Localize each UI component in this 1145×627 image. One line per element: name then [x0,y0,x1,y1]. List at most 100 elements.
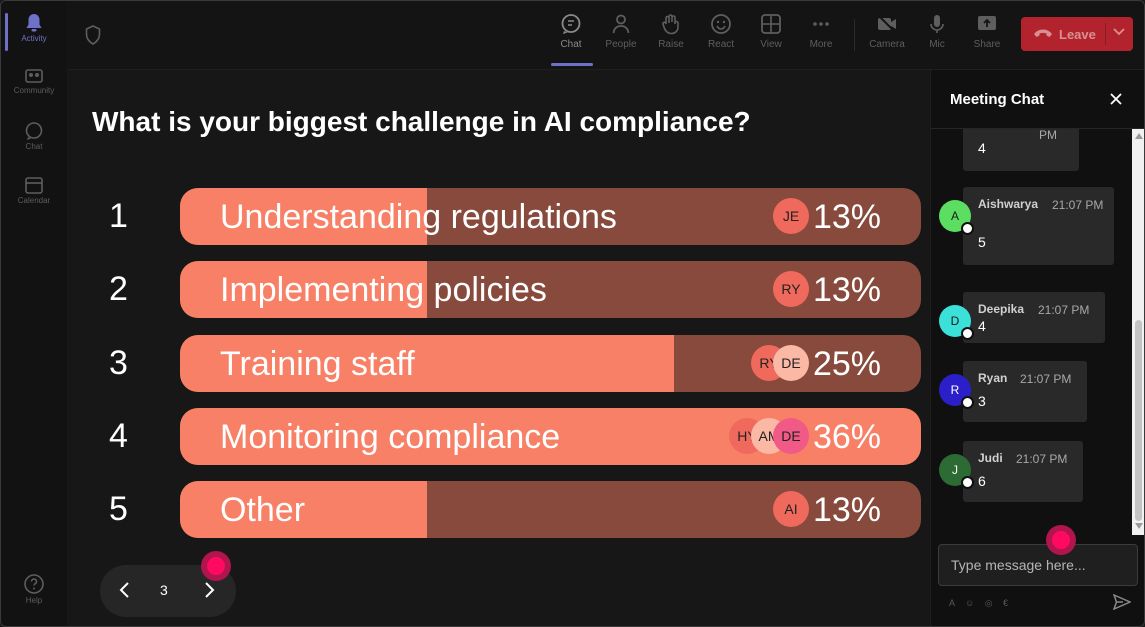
rail-item-chat[interactable]: Chat [1,121,67,151]
active-indicator [5,13,8,51]
chat-title: Meeting Chat [950,91,1045,108]
user-avatar: J [939,454,974,489]
presence-status-dot [961,396,974,409]
smile-icon [711,14,731,34]
poll-bar-fill [180,188,427,245]
chat-compose-box[interactable] [938,544,1138,586]
pointer-highlight-dot [1046,525,1076,555]
message-timestamp: 21:07 PM [1052,198,1104,212]
poll-option-bar[interactable]: Implementing policies RY 13% [180,261,921,318]
poll-option-bar[interactable]: Training staff RY DE 25% [180,335,921,392]
toolbar-react-button[interactable]: React [699,13,743,50]
leave-label: Leave [1059,27,1096,42]
rail-item-help[interactable]: Help [1,573,67,605]
toolbar-view-button[interactable]: View [749,13,793,50]
help-icon [24,574,44,594]
toolbar-separator [854,19,855,51]
poll-results-panel: What is your biggest challenge in AI com… [67,70,929,626]
grid-view-icon [761,14,781,34]
toolbar-share-button[interactable]: Share [965,13,1009,50]
pointer-highlight-dot [201,551,231,581]
voter-avatar: DE [773,345,809,381]
toolbar-mic-button[interactable]: Mic [915,13,959,50]
presence-status-dot [961,327,974,340]
chat-message[interactable]: Aishwarya 21:07 PM 5 [963,187,1114,265]
rail-label: Help [25,596,43,605]
toolbar-label: Chat [560,39,582,50]
user-avatar: D [939,305,974,340]
message-timestamp: 21:07 PM [1038,303,1090,317]
chevron-down-icon[interactable] [1113,28,1125,36]
close-icon[interactable] [1109,92,1123,106]
rail-label: Activity [21,34,47,43]
poll-option-bar[interactable]: Other AI 13% [180,481,921,538]
chat-message[interactable]: Judi 21:07 PM 6 [963,441,1083,502]
toolbar-label: More [809,39,833,50]
chat-divider [931,128,1144,129]
toolbar-raise-button[interactable]: Raise [649,13,693,50]
chevron-right-icon[interactable] [202,580,216,600]
rail-label: Calendar [17,196,51,205]
rail-item-activity[interactable]: Activity [1,13,67,43]
toolbar-label: Camera [869,39,905,50]
active-tab-underline [551,63,593,66]
calendar-icon [25,177,43,194]
option-label: Training staff [220,345,415,383]
chevron-left-icon[interactable] [118,580,132,600]
chat-message-list: Ahmeen21:07 PM4AAishwarya21:07 PM5ADeepi… [931,129,1132,535]
option-number: 1 [109,197,128,235]
scroll-thumb[interactable] [1135,320,1142,521]
presence-status-dot [961,222,974,235]
chat-message[interactable]: Ahmeen21:07 PM4 [963,129,1079,171]
option-percent: 13% [812,271,881,309]
chat-message[interactable]: Ryan 21:07 PM 3 [963,361,1087,422]
rail-item-calendar[interactable]: Calendar [1,175,67,205]
rail-item-community[interactable]: Community [1,67,67,95]
option-percent: 13% [812,198,881,236]
presence-status-dot [961,476,974,489]
message-timestamp: 21:07 PM [1039,129,1057,142]
phone-hangup-icon [1034,29,1052,37]
scroll-up-arrow[interactable] [1135,133,1143,139]
community-icon [25,69,43,83]
toolbar-label: React [707,39,735,50]
raise-hand-icon [662,14,679,35]
poll-option-bar[interactable]: Understanding regulations JE 13% [180,188,921,245]
message-author: Judi [978,451,1003,465]
more-icon [813,22,829,26]
toolbar-more-button[interactable]: More [799,13,843,50]
send-icon[interactable] [1113,594,1131,610]
message-text: 4 [978,140,986,156]
toolbar-chat-button[interactable]: Chat [549,13,593,50]
leave-button[interactable]: Leave [1021,17,1133,51]
avatar-initial: A [950,209,959,223]
option-percent: 25% [812,345,881,383]
message-text: 4 [978,318,986,334]
message-timestamp: 21:07 PM [1020,372,1072,386]
user-avatar: R [939,374,974,409]
scroll-down-arrow[interactable] [1135,523,1143,529]
option-number: 5 [109,490,128,528]
format-tools[interactable]: A ☺ ◎ € [949,598,1013,608]
rail-label: Chat [25,142,43,151]
chat-scrollbar[interactable] [1132,129,1144,535]
poll-option-bar[interactable]: Monitoring compliance HY AM DE 36% [180,408,921,465]
avatar-initial: J [952,463,958,477]
option-number: 3 [109,344,128,382]
rail-label: Community [13,86,55,95]
user-avatar: A [939,200,974,235]
chat-message[interactable]: Deepika 21:07 PM 4 [963,292,1105,343]
option-label: Other [220,491,306,529]
toolbar-people-button[interactable]: People [599,13,643,50]
toolbar-label: View [760,39,782,50]
message-author: Ryan [978,371,1008,385]
chat-icon [25,122,43,140]
bell-icon [26,14,42,32]
toolbar-label: Share [973,39,1001,50]
chat-message-input[interactable] [949,553,1131,577]
toolbar-camera-button[interactable]: Camera [865,13,909,50]
app-rail: Activity Community Chat Calendar Help [1,1,67,626]
meeting-toolbar: Chat People Raise React View More Camera [67,1,1144,70]
chat-icon [561,14,581,34]
